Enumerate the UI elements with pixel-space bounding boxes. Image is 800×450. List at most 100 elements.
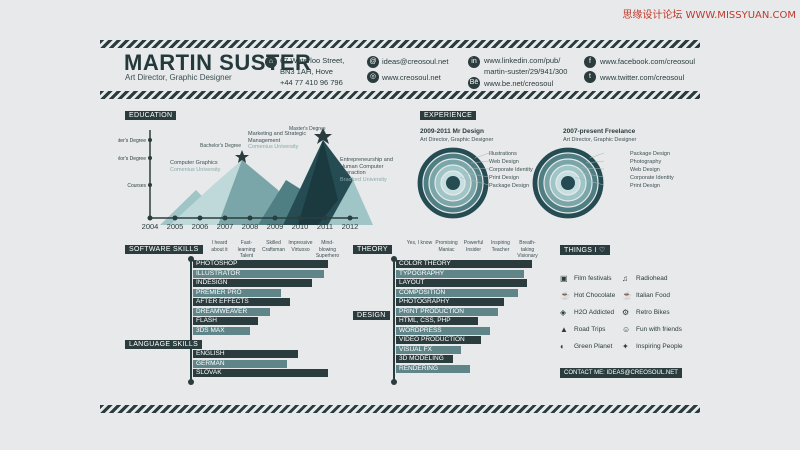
behance-link[interactable]: www.be.net/creosoul xyxy=(484,79,554,88)
ring-leader xyxy=(589,152,605,159)
year-label: 2009 xyxy=(267,222,284,231)
skill-bar: ENGLISH xyxy=(193,350,299,358)
skill-bar: ILLUSTRATOR xyxy=(193,269,324,278)
experience-item: Illustrations xyxy=(489,151,517,157)
design-heading: DESIGN xyxy=(353,311,390,320)
skill-bar: AFTER EFFECTS xyxy=(193,298,290,306)
ring-center xyxy=(561,176,575,190)
skill-bar: COMPOSITION xyxy=(396,288,519,297)
master-annotation: Master's Degree xyxy=(289,126,326,132)
year-label: 2012 xyxy=(342,222,359,231)
globe-icon: ◎ xyxy=(367,71,379,83)
ring-leader xyxy=(463,172,490,178)
hobby-icon: ☕ xyxy=(622,291,632,300)
job2-role: Art Director, Graphic Designer xyxy=(563,137,637,143)
scale-label: Skilled Craftsman xyxy=(261,240,286,253)
level-dot xyxy=(148,156,152,160)
skill-bar: GERMAN xyxy=(193,359,287,368)
person-role: Art Director, Graphic Designer xyxy=(125,73,232,82)
year-dot xyxy=(172,215,178,221)
level-dot xyxy=(148,183,152,187)
skill-bar: VIDEO PRODUCTION xyxy=(396,336,482,344)
address-block: 67 Waterloo Street, BN3 1AH, Hove +44 77… xyxy=(280,55,344,88)
twitter-icon: t xyxy=(584,71,596,83)
education-mountains xyxy=(160,140,373,225)
person-name: MARTIN SUSTER xyxy=(124,50,312,75)
theory-heading: THEORY xyxy=(353,245,392,254)
software-skills-heading: SOFTWARE SKILLS xyxy=(125,245,203,254)
skill-bar: PHOTOGRAPHY xyxy=(396,298,504,306)
hobby-label: Film festivals xyxy=(574,275,612,282)
scale-label: Yes, I know xyxy=(406,240,433,246)
year-dot xyxy=(247,215,253,221)
skill-bar: COLOR THEORY xyxy=(396,260,533,268)
hobby-label: Road Trips xyxy=(574,326,606,333)
hobby-label: Retro Bikes xyxy=(636,309,670,316)
skill-label: PREMIER PRO xyxy=(196,288,242,296)
experience-item: Print Design xyxy=(489,175,519,181)
skill-bar: DREAMWEAVER xyxy=(193,307,270,316)
skill-label: FLASH xyxy=(196,317,217,324)
job1-role: Art Director, Graphic Designer xyxy=(420,137,494,143)
skill-bar: HTML, CSS, PHP xyxy=(396,317,479,325)
entrepreneurship-annotation: Entrepreneurship and Human Computer Inte… xyxy=(340,157,400,183)
bachelor-annotation: Bachelor's Degree xyxy=(200,143,241,149)
email-link[interactable]: ideas@creosoul.net xyxy=(382,57,449,66)
year-dot xyxy=(222,215,228,221)
website-link[interactable]: www.creosoul.net xyxy=(382,73,441,82)
scale-label: I heard about it xyxy=(211,240,228,253)
hobby-label: Italian Food xyxy=(636,292,670,299)
ring-leader xyxy=(578,172,605,178)
skill-bar: VISUAL FX xyxy=(396,345,462,354)
facebook-link[interactable]: www.facebook.com/creosoul xyxy=(600,57,696,66)
skill-label: INDESIGN xyxy=(196,279,228,286)
hobby-icon: ◐ xyxy=(560,342,565,351)
hobby-icon: ▲ xyxy=(560,325,568,334)
year-label: 2004 xyxy=(142,222,159,231)
entrepreneurship-school: Bradford University xyxy=(340,176,387,183)
year-ticks: 2004 2005 2006 2007 2008 2009 2010 2011 2012 xyxy=(142,215,359,231)
contact-me-button[interactable]: CONTACT ME: IDEAS@CREOSOUL.NET xyxy=(560,368,682,378)
hobby-label: Inspiring People xyxy=(636,343,683,350)
skill-label: PHOTOSHOP xyxy=(196,260,238,267)
computer-graphics-school: Comenius University xyxy=(170,166,221,173)
scale-label: Breath-taking Visionary xyxy=(517,240,538,259)
scale-label: Fast-learning Talent xyxy=(237,240,256,259)
marketing-label: Marketing and Strategic Management xyxy=(248,131,307,144)
skill-label: GERMAN xyxy=(196,359,225,367)
skill-label: LAYOUT xyxy=(399,279,425,286)
hobby-icon: ☕ xyxy=(560,291,570,300)
year-label: 2010 xyxy=(292,222,309,231)
skill-label: 3D MODELING xyxy=(399,355,444,362)
skill-label: COMPOSITION xyxy=(399,288,446,296)
experience-item: Print Design xyxy=(630,183,660,189)
linkedin-link[interactable]: www.linkedin.com/pub/ martin-suster/29/9… xyxy=(484,55,567,77)
skill-label: DREAMWEAVER xyxy=(196,307,248,315)
skill-label: RENDERING xyxy=(399,364,439,372)
ring-leader xyxy=(575,177,605,186)
year-dot xyxy=(147,215,153,221)
year-dot xyxy=(272,215,278,221)
level-dot xyxy=(148,138,152,142)
hobby-label: H2O Addicted xyxy=(574,309,615,316)
experience-item: Web Design xyxy=(489,159,519,165)
year-dot xyxy=(347,215,353,221)
address-line-2: BN3 1AH, Hove xyxy=(280,67,333,76)
skill-bar: TYPOGRAPHY xyxy=(396,269,524,278)
twitter-link[interactable]: www.twitter.com/creosoul xyxy=(600,73,685,82)
star-icon xyxy=(314,128,332,144)
email-icon: @ xyxy=(367,56,379,68)
level-label: Bachelor's Degree xyxy=(118,156,146,162)
skill-bar: PREMIER PRO xyxy=(193,288,282,297)
things-heading: THINGS I ♡ xyxy=(560,245,610,255)
skill-bar: PHOTOSHOP xyxy=(193,260,328,268)
skills-axis xyxy=(190,258,192,382)
linkedin-line-1: www.linkedin.com/pub/ xyxy=(484,56,561,65)
skill-label: AFTER EFFECTS xyxy=(196,298,249,305)
linkedin-line-2: martin-suster/29/941/300 xyxy=(484,67,568,76)
skill-label: PHOTOGRAPHY xyxy=(399,298,450,305)
scale-label: Powerful Insider xyxy=(463,240,484,253)
year-label: 2006 xyxy=(192,222,209,231)
linkedin-icon: in xyxy=(468,56,480,68)
theory-axis xyxy=(393,258,395,382)
